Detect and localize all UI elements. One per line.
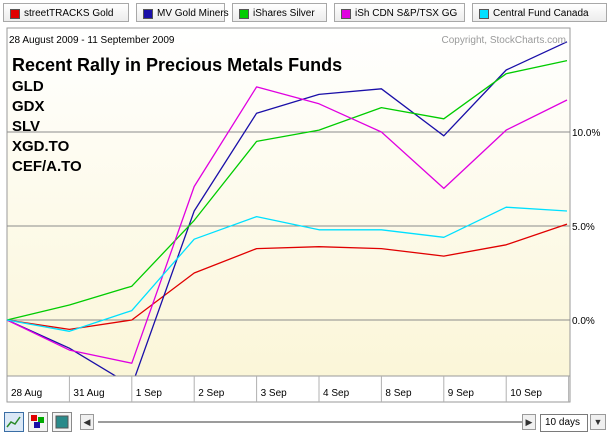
- chart-svg: 28 August 2009 - 11 September 2009 Copyri…: [6, 27, 600, 403]
- legend-item[interactable]: streetTRACKS Gold: [3, 3, 129, 22]
- legend-item[interactable]: MV Gold Miners: [136, 3, 229, 22]
- legend-swatch: [479, 9, 489, 19]
- ticker-label: XGD.TO: [12, 138, 70, 155]
- scroll-right-button[interactable]: ▶: [522, 414, 536, 430]
- ticker-label: GLD: [12, 78, 44, 95]
- ticker-label: CEF/A.TO: [12, 158, 82, 175]
- legend-label: Central Fund Canada: [493, 8, 589, 19]
- series-layer: [6, 41, 568, 387]
- legend-swatch: [341, 9, 351, 19]
- text-layer: 28 August 2009 - 11 September 2009 Copyri…: [9, 35, 566, 175]
- legend-item[interactable]: iShares Silver: [232, 3, 327, 22]
- range-select-value: 10 days: [545, 417, 581, 428]
- series-line: [6, 59, 568, 321]
- legend-label: MV Gold Miners: [157, 8, 229, 19]
- date-range: 28 August 2009 - 11 September 2009: [9, 35, 175, 46]
- ticker-label: SLV: [12, 118, 40, 135]
- x-tick-label: 31 Aug: [73, 388, 104, 399]
- legend-item[interactable]: iSh CDN S&P/TSX GG: [334, 3, 465, 22]
- y-tick-label: 10.0%: [572, 128, 600, 139]
- range-dropdown-button[interactable]: ▼: [590, 414, 606, 430]
- series-line: [6, 206, 568, 332]
- legend-swatch: [143, 9, 153, 19]
- range-select[interactable]: 10 days: [540, 414, 588, 432]
- y-tick-label: 0.0%: [572, 316, 595, 327]
- background-color-icon[interactable]: [52, 412, 72, 432]
- x-tick-label: 3 Sep: [261, 388, 288, 399]
- series-line: [6, 223, 568, 331]
- legend-item[interactable]: Central Fund Canada: [472, 3, 607, 22]
- grid-layer: [7, 131, 570, 321]
- x-tick-label: 8 Sep: [385, 388, 412, 399]
- legend-swatch: [10, 9, 20, 19]
- y-axis: 0.0% 5.0% 10.0%: [572, 128, 600, 327]
- x-tick-label: 9 Sep: [448, 388, 475, 399]
- legend-bar: streetTRACKS Gold MV Gold Miners iShares S…: [0, 0, 615, 27]
- chart-area: 28 August 2009 - 11 September 2009 Copyri…: [0, 27, 615, 407]
- legend-label: iShares Silver: [253, 8, 315, 19]
- x-tick-label: 4 Sep: [323, 388, 350, 399]
- copyright: Copyright, StockCharts.com: [442, 35, 567, 46]
- ticker-label: GDX: [12, 98, 45, 115]
- color-scheme-icon[interactable]: [28, 412, 48, 432]
- legend-swatch: [239, 9, 249, 19]
- plot-background: [6, 27, 571, 377]
- series-line: [6, 86, 568, 364]
- x-tick-label: 1 Sep: [136, 388, 163, 399]
- bottom-toolbar: ◀ ▶ 10 days ▼: [0, 408, 615, 436]
- y-tick-label: 5.0%: [572, 222, 595, 233]
- x-axis-band: [6, 375, 571, 403]
- scroll-left-button[interactable]: ◀: [80, 414, 94, 430]
- x-tick-label: 10 Sep: [510, 388, 542, 399]
- series-line: [6, 41, 568, 387]
- chart-title: Recent Rally in Precious Metals Funds: [12, 55, 342, 75]
- legend-label: streetTRACKS Gold: [24, 8, 114, 19]
- legend-label: iSh CDN S&P/TSX GG: [355, 8, 458, 19]
- x-tick-label: 28 Aug: [11, 388, 42, 399]
- x-tick-label: 2 Sep: [198, 388, 225, 399]
- line-chart-icon[interactable]: [4, 412, 24, 432]
- scroll-track[interactable]: [98, 421, 530, 423]
- x-axis: 28 Aug 31 Aug 1 Sep 2 Sep 3 Sep 4 Sep 8 Sep 9 S…: [6, 375, 571, 403]
